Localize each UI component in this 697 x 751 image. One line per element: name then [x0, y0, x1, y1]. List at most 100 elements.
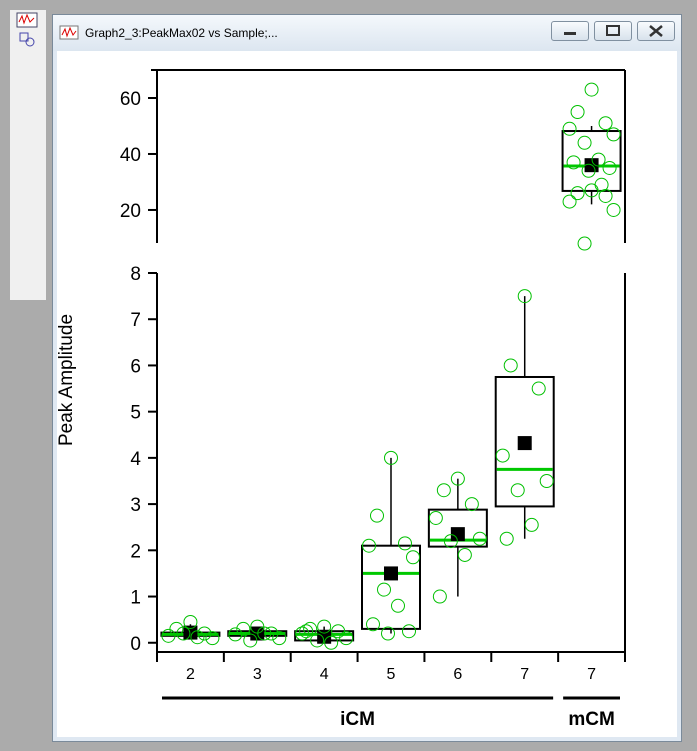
data-point — [503, 358, 518, 373]
data-point — [366, 617, 380, 632]
data-point — [381, 626, 395, 641]
data-point — [324, 635, 339, 650]
data-point — [464, 497, 479, 512]
y-tick-label: 5 — [130, 403, 141, 424]
data-point — [190, 630, 205, 645]
data-point — [598, 188, 613, 203]
data-point — [370, 508, 384, 523]
y-axis-label: Peak Amplitude — [56, 314, 77, 446]
y-tick-label: 3 — [130, 495, 141, 516]
data-point — [362, 538, 376, 553]
close-button[interactable] — [637, 21, 675, 41]
data-point — [391, 598, 405, 613]
maximize-button[interactable] — [594, 21, 632, 41]
data-point — [236, 621, 251, 636]
data-point — [205, 631, 220, 646]
data-point — [406, 550, 420, 565]
shape-icon-circle — [25, 37, 35, 47]
data-point — [517, 289, 532, 304]
data-point — [183, 614, 198, 629]
data-point — [436, 483, 451, 498]
window-icon — [59, 25, 79, 40]
data-point — [402, 624, 416, 639]
data-point — [606, 127, 621, 142]
data-point — [228, 627, 243, 642]
data-point — [295, 626, 310, 641]
group-label: iCM — [340, 709, 375, 730]
data-point — [591, 152, 606, 167]
data-point — [562, 194, 577, 209]
data-point — [161, 628, 176, 643]
data-point — [317, 619, 332, 634]
data-point — [584, 82, 599, 97]
group-label: mCM — [568, 709, 614, 730]
data-point — [272, 631, 287, 646]
palette-icons — [16, 12, 38, 47]
data-point — [428, 510, 443, 525]
data-point — [598, 116, 613, 131]
y2-tick-label: 20 — [120, 201, 141, 222]
data-point — [197, 626, 212, 641]
data-point — [562, 121, 577, 136]
data-point — [581, 163, 596, 178]
data-point — [339, 631, 354, 646]
data-point — [570, 104, 585, 119]
y-tick-label: 7 — [130, 310, 141, 331]
shape-icon[interactable] — [19, 32, 29, 42]
data-point — [243, 633, 258, 648]
y-tick-label: 4 — [130, 449, 141, 470]
data-point — [398, 536, 412, 551]
data-point — [602, 160, 617, 175]
y-tick-label: 0 — [130, 634, 141, 655]
data-point — [577, 135, 592, 150]
y-tick-label: 1 — [130, 588, 141, 609]
y-tick-label: 6 — [130, 356, 141, 377]
data-point — [299, 624, 314, 639]
data-point — [331, 624, 346, 639]
data-point — [606, 202, 621, 217]
title-bar: Graph2_3:PeakMax02 vs Sample;... — [53, 15, 681, 51]
data-point — [495, 448, 510, 463]
data-point — [499, 531, 514, 546]
mean-marker — [450, 527, 465, 542]
data-point — [310, 633, 325, 648]
data-point — [510, 483, 525, 498]
data-point — [531, 381, 546, 396]
x-tick-label: 7 — [587, 666, 596, 683]
x-tick-label: 3 — [253, 666, 262, 683]
data-point — [524, 517, 539, 532]
y-tick-label: 2 — [130, 541, 141, 562]
graph-icon-line — [18, 13, 35, 25]
mean-marker — [517, 436, 532, 451]
mean-marker — [317, 629, 332, 644]
box — [361, 544, 421, 630]
data-point — [303, 621, 318, 636]
mean-marker — [183, 625, 198, 640]
x-tick-label: 6 — [453, 666, 462, 683]
data-point — [584, 183, 599, 198]
x-tick-label: 4 — [320, 666, 329, 683]
data-point — [384, 450, 398, 465]
tool-palette — [10, 10, 46, 300]
data-point — [443, 534, 458, 549]
minimize-button[interactable] — [551, 21, 589, 41]
data-point — [539, 473, 554, 488]
data-point — [377, 582, 391, 597]
data-point — [264, 626, 279, 641]
window-title: Graph2_3:PeakMax02 vs Sample;... — [85, 26, 278, 40]
x-tick-label: 7 — [520, 666, 529, 683]
data-point — [169, 621, 184, 636]
data-point — [432, 589, 447, 604]
data-point — [566, 155, 581, 170]
data-point — [257, 626, 272, 641]
y-tick-label: 8 — [130, 264, 141, 285]
y2-tick-label: 60 — [120, 89, 141, 110]
data-point — [472, 531, 487, 546]
x-tick-label: 5 — [387, 666, 396, 683]
data-point — [577, 236, 592, 251]
x-tick-label: 2 — [186, 666, 195, 683]
data-point — [457, 547, 472, 562]
data-point — [450, 471, 465, 486]
data-point — [176, 626, 191, 641]
